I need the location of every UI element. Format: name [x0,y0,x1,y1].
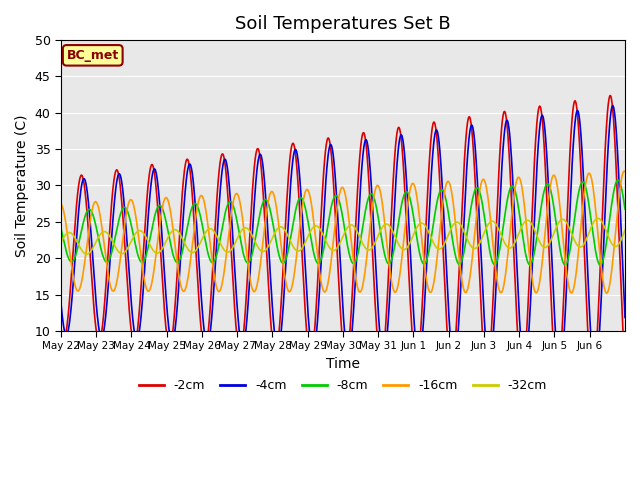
Legend: -2cm, -4cm, -8cm, -16cm, -32cm: -2cm, -4cm, -8cm, -16cm, -32cm [134,374,552,397]
-8cm [559,258,566,264]
-8cm [317,255,325,261]
-2cm [621,360,629,366]
-32cm [83,251,90,257]
-32cm [318,229,326,235]
-8cm [476,190,484,195]
-2cm [145,173,153,179]
-32cm [559,216,567,222]
-2cm [559,318,566,324]
-4cm [476,228,484,233]
-32cm [329,248,337,253]
-4cm [591,368,598,373]
-2cm [607,93,614,98]
-2cm [57,325,65,331]
-2cm [328,161,336,167]
-2cm [589,376,596,382]
-8cm [614,177,622,183]
-32cm [621,228,629,233]
-4cm [614,166,622,171]
-8cm [621,206,629,212]
Line: -32cm: -32cm [61,218,625,254]
-16cm [57,201,65,207]
Line: -4cm: -4cm [61,106,625,371]
-8cm [328,200,336,206]
-8cm [614,177,622,183]
-4cm [559,351,566,357]
Title: Soil Temperatures Set B: Soil Temperatures Set B [235,15,451,33]
-2cm [476,281,484,287]
-16cm [603,290,611,296]
-4cm [145,201,153,207]
Y-axis label: Soil Temperature (C): Soil Temperature (C) [15,114,29,257]
-32cm [146,241,154,247]
-16cm [145,288,153,294]
-32cm [594,216,602,221]
-16cm [621,168,629,174]
-8cm [596,262,604,268]
-8cm [145,240,153,245]
Text: BC_met: BC_met [67,49,119,62]
-4cm [328,145,336,151]
-32cm [476,239,484,245]
-2cm [317,205,325,211]
Line: -2cm: -2cm [61,96,625,379]
-16cm [476,187,484,192]
X-axis label: Time: Time [326,357,360,371]
Line: -16cm: -16cm [61,171,625,293]
-16cm [559,230,566,236]
-16cm [614,203,622,209]
-16cm [317,281,325,287]
-8cm [57,226,65,231]
-4cm [609,103,617,108]
-32cm [614,242,622,248]
-16cm [620,168,628,174]
-16cm [328,249,336,255]
-4cm [57,300,65,306]
-32cm [57,240,65,245]
-4cm [621,314,629,320]
-2cm [614,219,622,225]
Line: -8cm: -8cm [61,180,625,265]
-4cm [317,252,325,258]
